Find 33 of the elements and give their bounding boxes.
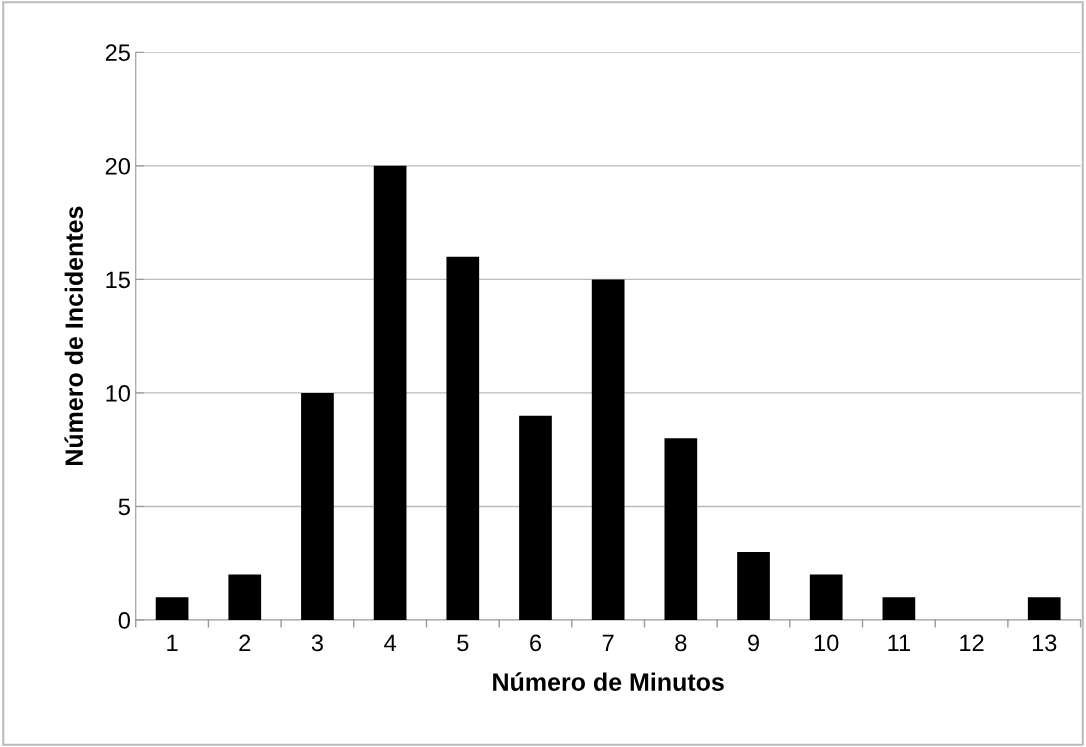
bar xyxy=(155,597,189,621)
x-tick-label: 4 xyxy=(384,634,396,652)
x-tick-label: 13 xyxy=(1032,634,1057,652)
x-tick-label: 1 xyxy=(167,634,178,652)
y-tick-label: 5 xyxy=(118,498,130,516)
x-tick-label: 11 xyxy=(888,634,910,652)
x-tick-label: 2 xyxy=(239,634,251,652)
bar xyxy=(446,256,480,621)
x-tick-label: 8 xyxy=(675,634,687,652)
x-tick-label: 6 xyxy=(530,634,542,652)
bar xyxy=(519,415,552,621)
y-tick-label: 15 xyxy=(106,271,130,289)
bar xyxy=(301,392,334,621)
y-tick-label: 10 xyxy=(106,384,130,402)
y-tick-label: 0 xyxy=(118,612,130,629)
bar xyxy=(664,438,698,621)
x-tick-label: 7 xyxy=(602,634,614,652)
x-tick-label: 3 xyxy=(311,634,323,652)
x-tick-label: 10 xyxy=(814,634,839,652)
x-tick-label: 9 xyxy=(748,634,759,652)
y-tick-label: 25 xyxy=(105,44,130,62)
bar xyxy=(809,574,843,621)
x-tick-label: 5 xyxy=(457,634,469,652)
bar xyxy=(373,165,407,621)
x-tick-label: 12 xyxy=(960,634,984,652)
bar xyxy=(228,574,262,621)
bar xyxy=(591,279,625,621)
x-axis-title: Número de Minutos xyxy=(493,672,724,691)
y-tick-label: 20 xyxy=(105,157,130,175)
bar xyxy=(737,551,770,621)
bar xyxy=(1027,597,1061,621)
y-axis-title: Número de Incidentes xyxy=(64,206,84,466)
bar xyxy=(882,597,916,621)
